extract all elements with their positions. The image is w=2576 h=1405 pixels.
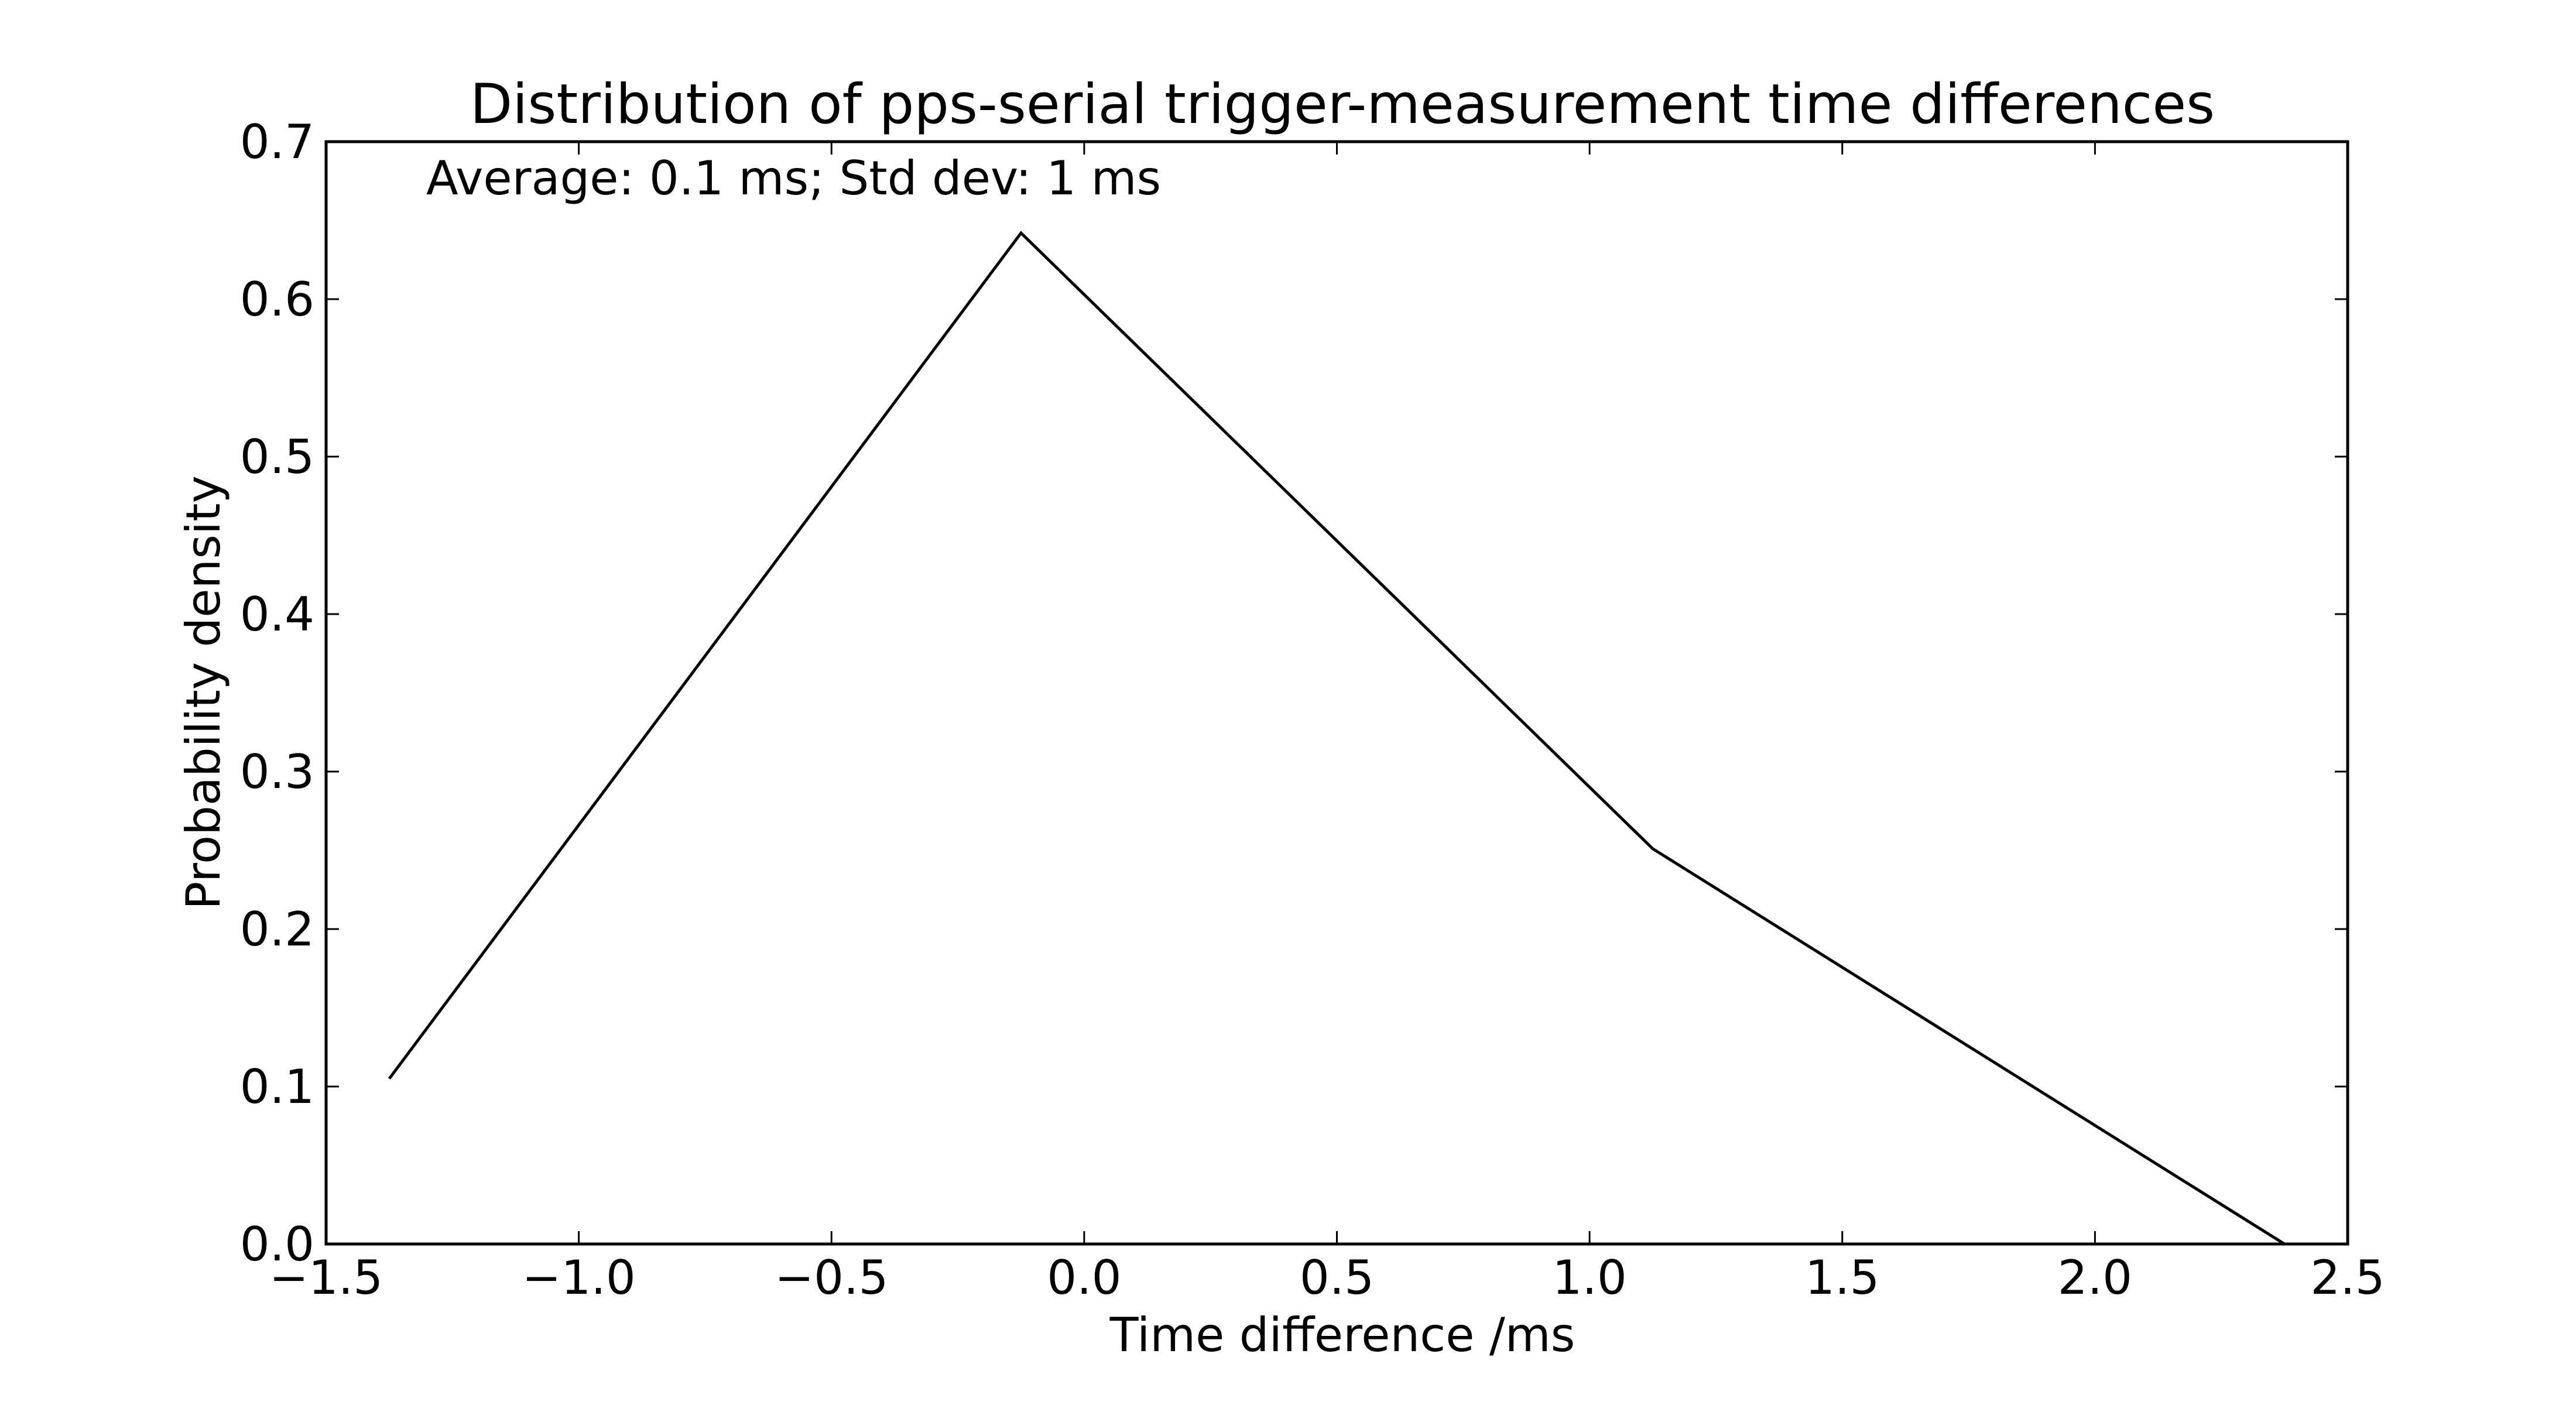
x-tick-label: −1.5 xyxy=(269,1250,383,1305)
y-tick-label: 0.2 xyxy=(240,902,314,957)
plot-area: −1.5 −1.0 −0.5 0.0 0.5 1.0 1.5 2.0 2.5 0.0 0.1 0.2 0… xyxy=(240,115,2385,1305)
x-axis-label: Time difference /ms xyxy=(1109,1308,1575,1362)
x-tick-label: 0.0 xyxy=(1047,1250,1121,1305)
x-tick-label: 0.5 xyxy=(1300,1250,1374,1305)
x-tick-label: 2.5 xyxy=(2310,1250,2385,1305)
series-line xyxy=(388,231,2286,1246)
y-tick-label: 0.5 xyxy=(240,430,314,484)
stats-annotation: Average: 0.1 ms; Std dev: 1 ms xyxy=(426,151,1161,205)
x-tick-label: 2.0 xyxy=(2058,1250,2132,1305)
y-tick-label: 0.3 xyxy=(240,745,314,799)
y-tick-label: 0.0 xyxy=(240,1217,314,1272)
y-tick-label: 0.6 xyxy=(240,272,314,327)
x-tick-label: −0.5 xyxy=(775,1250,888,1305)
x-tick-label: 1.0 xyxy=(1553,1250,1627,1305)
axes-frame xyxy=(324,140,2349,1246)
y-tick-label: 0.1 xyxy=(240,1060,314,1114)
chart-title: Distribution of pps-serial trigger-measu… xyxy=(470,73,2215,136)
x-tick-label: −1.0 xyxy=(522,1250,635,1305)
y-tick-label: 0.4 xyxy=(240,587,314,642)
y-tick-label: 0.7 xyxy=(240,115,314,169)
y-axis-label: Probability density xyxy=(176,475,231,910)
x-tick-label: 1.5 xyxy=(1805,1250,1879,1305)
